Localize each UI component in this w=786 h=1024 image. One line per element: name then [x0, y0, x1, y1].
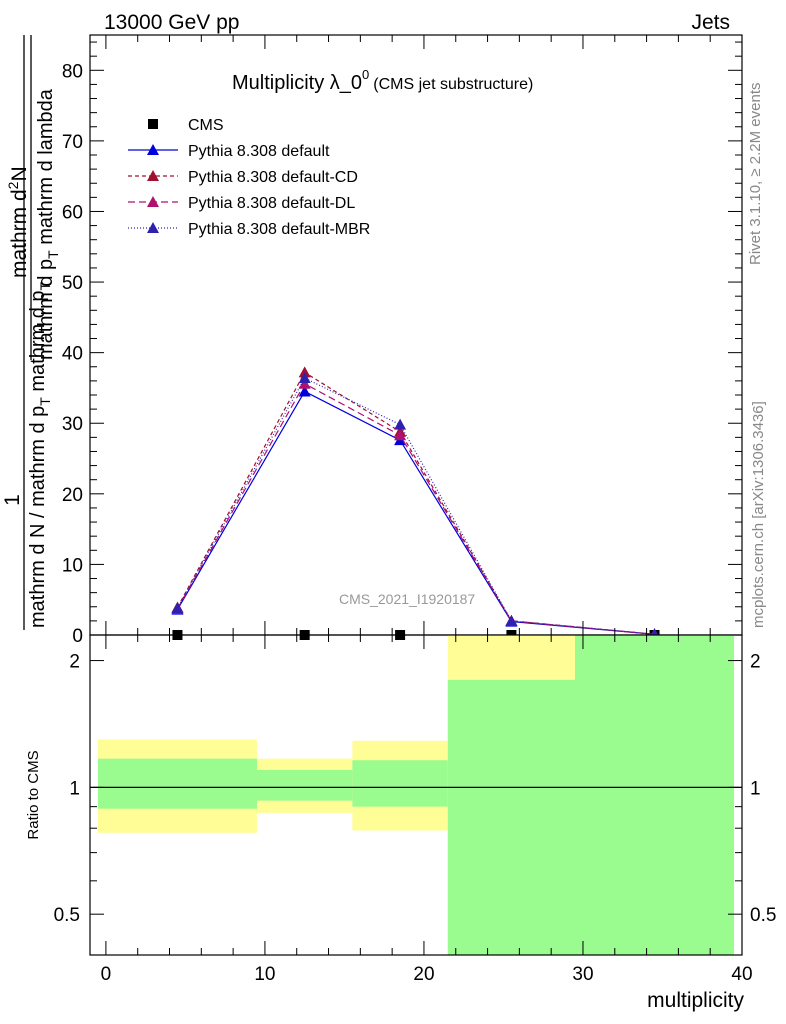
x-tick-label: 20: [413, 964, 434, 985]
top-y-tick-label: 50: [62, 273, 83, 294]
series-marker-triangle: [298, 385, 311, 397]
top-y-tick-label: 80: [62, 61, 83, 82]
ratio-y-tick-label-right: 0.5: [750, 905, 776, 926]
ratio-y-tick-label-right: 1: [750, 778, 761, 799]
y-label-denominator-part1: mathrm d p: [35, 259, 57, 360]
analysis-watermark: CMS_2021_I1920187: [339, 591, 475, 607]
series-marker-triangle: [298, 366, 311, 378]
header-energy-label: 13000 GeV pp: [104, 11, 239, 34]
y-label-numerator-end: N: [8, 166, 31, 181]
series-marker-triangle: [298, 377, 311, 389]
top-y-axis-label: 1 mathrm d N / mathrm d pT mathrm d pT: [1, 35, 53, 630]
legend-marker-triangle: [147, 170, 159, 181]
top-y-tick-label: 20: [62, 485, 83, 506]
x-tick-label: 30: [572, 964, 593, 985]
y-label-numerator-part: mathrm d: [8, 189, 31, 278]
top-y-axis-label-inner: mathrm d2N mathrm d pT mathrm d lambda: [5, 35, 61, 360]
top-y-tick-label: 60: [62, 202, 83, 223]
legend-marker-triangle: [147, 196, 159, 207]
ratio-band-green: [352, 760, 448, 807]
y-label-numerator: mathrm d2N: [5, 166, 31, 278]
series-marker-triangle: [298, 372, 311, 384]
x-axis-label: multiplicity: [647, 989, 744, 1012]
legend-label: Pythia 8.308 default: [188, 143, 330, 160]
top-y-tick-label: 10: [62, 555, 83, 576]
y-label-prefix-denominator-part1: mathrm d N / mathrm d p: [27, 406, 49, 628]
top-y-tick-label: 30: [62, 414, 83, 435]
ratio-axis-ticks: 0.5 0.5 1 1 2 2: [54, 652, 776, 956]
legend-marker-triangle: [147, 144, 159, 155]
chart-title: Multiplicity λ_00 (CMS jet substructure): [232, 67, 533, 94]
ratio-band-green: [256, 769, 353, 801]
ratio-band-green: [575, 635, 735, 955]
ratio-band-green: [447, 679, 576, 955]
legend-marker-square: [148, 119, 158, 129]
legend-label: CMS: [188, 117, 224, 134]
chart-title-superscript: 0: [362, 67, 369, 82]
rivet-version-label: Rivet 3.1.10, ≥ 2.2M events: [747, 83, 764, 266]
ratio-y-tick-label: 0.5: [54, 905, 80, 926]
top-axis-ticks: 0 10 20 30 40 50 60 70 80: [62, 41, 742, 647]
y-label-prefix-denominator-sub: T: [37, 397, 53, 406]
legend-label: Pythia 8.308 default-CD: [188, 169, 358, 186]
ratio-y-tick-label-right: 2: [750, 652, 761, 673]
chart-title-main: Multiplicity λ_0: [232, 72, 362, 94]
top-y-tick-label: 0: [72, 626, 83, 647]
series-marker-triangle: [171, 602, 184, 614]
top-y-tick-label: 40: [62, 344, 83, 365]
series-marker-triangle: [394, 429, 407, 441]
ratio-panel-frame: [89, 634, 743, 956]
legend-marker-triangle: [147, 222, 159, 233]
series-marker-triangle: [505, 614, 518, 626]
y-label-denominator-part2: mathrm d lambda: [35, 88, 57, 250]
x-axis: 0 10 20 30 40: [101, 35, 753, 985]
y-label-denominator-sub: T: [45, 250, 61, 259]
y-label-denominator: mathrm d pT mathrm d lambda: [35, 88, 61, 360]
ratio-y-tick-label: 2: [69, 652, 80, 673]
y-label-numerator-sup: 2: [5, 181, 21, 189]
x-tick-label: 0: [101, 964, 112, 985]
ratio-y-axis-label: Ratio to CMS: [25, 750, 42, 839]
chart-title-note: (CMS jet substructure): [373, 76, 533, 93]
legend: CMS Pythia 8.308 default Pythia 8.308 defa…: [128, 117, 370, 238]
y-label-prefix-denominator-sub2: T: [37, 281, 53, 290]
top-y-tick-label: 70: [62, 132, 83, 153]
x-tick-label: 10: [254, 964, 275, 985]
header-category-label: Jets: [691, 11, 730, 34]
legend-label: Pythia 8.308 default-DL: [188, 195, 355, 212]
mcplots-label: mcplots.cern.ch [arXiv:1306.3436]: [750, 401, 767, 628]
x-tick-label: 40: [731, 964, 752, 985]
y-label-prefix-denominator-part2: mathrm d p: [27, 290, 49, 397]
ratio-uncertainty-bands: [97, 635, 735, 955]
ratio-band-green: [97, 758, 257, 809]
y-label-prefix-denominator: mathrm d N / mathrm d pT mathrm d pT: [27, 281, 53, 628]
series-marker-triangle: [394, 418, 407, 430]
ratio-y-tick-label: 1: [69, 778, 80, 799]
y-label-prefix-numerator: 1: [1, 494, 24, 506]
legend-label: Pythia 8.308 default-MBR: [188, 221, 370, 238]
